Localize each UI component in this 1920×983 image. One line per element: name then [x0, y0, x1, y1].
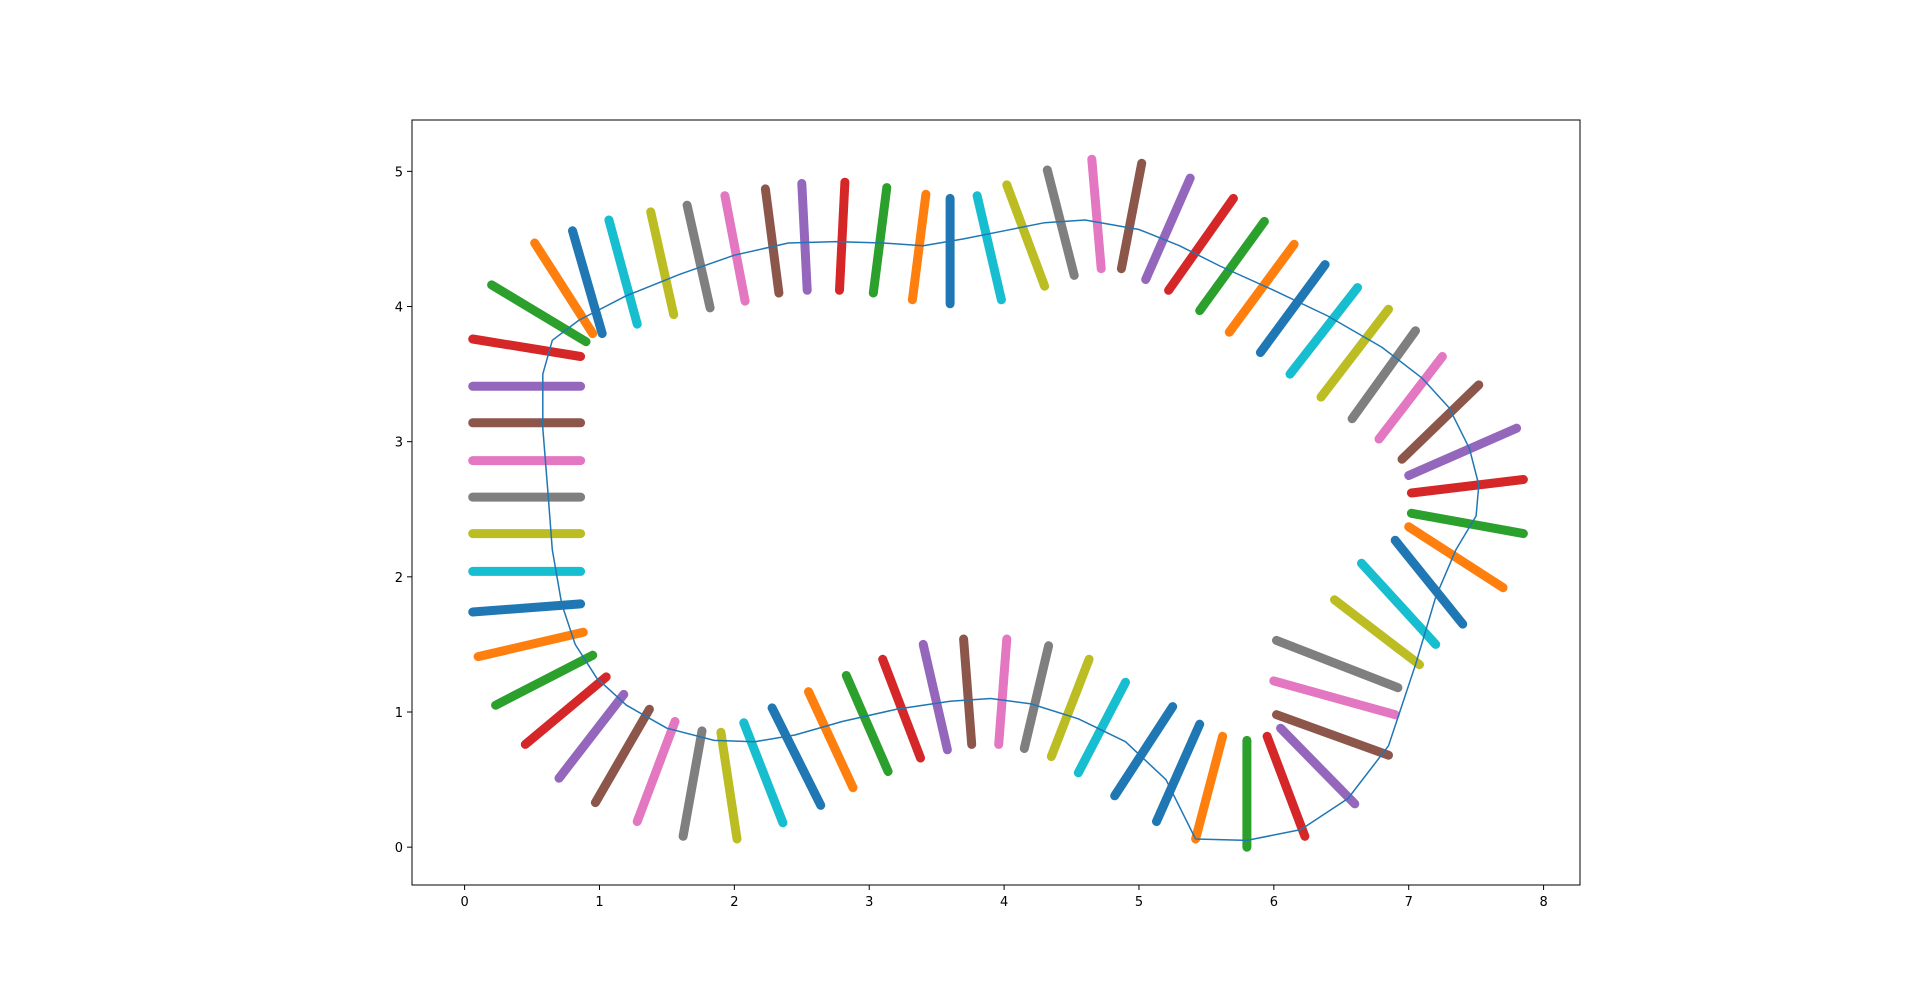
x-tick-label-6: 6: [1270, 895, 1278, 910]
segment-51: [491, 650, 598, 710]
segment-3: [1276, 723, 1360, 809]
segment-64: [959, 634, 977, 749]
segment-36: [682, 200, 715, 313]
segment-32: [835, 177, 850, 295]
x-tick-label-8: 8: [1539, 895, 1547, 910]
segment-35: [720, 191, 750, 306]
segment-28: [972, 191, 1006, 305]
segment-52: [520, 672, 611, 749]
y-tick-label-0: 0: [395, 841, 403, 856]
segment-17: [1316, 304, 1393, 402]
segment-12: [1406, 475, 1528, 498]
segment-60: [804, 687, 858, 793]
segment-4: [1272, 710, 1393, 760]
segment-58: [739, 718, 788, 828]
segment-31: [868, 183, 892, 298]
segment-24: [1116, 158, 1147, 274]
segment-19: [1255, 260, 1330, 357]
segment-70: [1152, 719, 1205, 826]
segment-56: [678, 726, 707, 841]
segment-10: [1404, 522, 1508, 593]
segment-61: [841, 671, 893, 776]
segments-layer: [468, 154, 1528, 852]
axes-layer: 0 1 2 3 4 5 6 7 8 0 1 2 3 4 5: [395, 165, 1548, 910]
segment-34: [760, 184, 784, 298]
segment-27: [1002, 180, 1050, 291]
segment-20: [1224, 239, 1299, 337]
segment-54: [590, 704, 654, 808]
segment-69: [1110, 702, 1178, 801]
segment-55: [632, 717, 680, 826]
segment-59: [767, 703, 826, 810]
x-tick-label-7: 7: [1405, 895, 1413, 910]
segment-13: [1404, 423, 1522, 480]
segment-57: [716, 727, 742, 844]
segment-38: [604, 215, 642, 329]
y-tick-label-2: 2: [395, 571, 403, 586]
y-tick-label-4: 4: [395, 301, 403, 316]
segment-18: [1285, 283, 1362, 379]
x-tick-label-3: 3: [865, 895, 873, 910]
segment-22: [1164, 193, 1238, 295]
curve-layer: [542, 219, 1480, 842]
segment-14: [1397, 380, 1484, 464]
segment-9: [1390, 535, 1468, 629]
segment-26: [1042, 165, 1079, 280]
segment-39: [568, 226, 607, 339]
y-tick-label-5: 5: [395, 165, 403, 180]
y-tick-label-1: 1: [395, 706, 403, 721]
segment-66: [1019, 641, 1054, 753]
curve-line: [542, 219, 1480, 842]
segment-53: [554, 689, 629, 783]
x-tick-label-4: 4: [1000, 895, 1008, 910]
x-tick-label-1: 1: [595, 895, 603, 910]
segment-41: [487, 280, 591, 347]
segment-8: [1357, 558, 1441, 649]
segment-0: [1191, 731, 1228, 844]
x-tick-label-0: 0: [460, 895, 468, 910]
segment-65: [994, 634, 1012, 749]
segment-50: [473, 627, 588, 662]
segment-23: [1141, 173, 1195, 284]
segment-63: [918, 639, 952, 755]
segment-67: [1046, 654, 1094, 762]
segment-21: [1195, 216, 1269, 316]
segment-2: [1262, 731, 1310, 841]
x-tick-label-2: 2: [730, 895, 738, 910]
segment-6: [1272, 635, 1403, 693]
x-tick-label-5: 5: [1135, 895, 1143, 910]
segment-37: [646, 207, 679, 320]
plot-frame: [411, 119, 1581, 886]
segment-16: [1347, 326, 1420, 424]
segment-30: [907, 189, 931, 305]
segment-5: [1269, 676, 1400, 720]
segment-68: [1073, 677, 1130, 778]
segment-7: [1330, 595, 1424, 670]
segment-15: [1374, 352, 1447, 444]
y-tick-label-3: 3: [395, 436, 403, 451]
segment-25: [1087, 154, 1106, 274]
segment-11: [1406, 508, 1528, 539]
segment-42: [468, 334, 586, 361]
segment-33: [797, 179, 812, 295]
